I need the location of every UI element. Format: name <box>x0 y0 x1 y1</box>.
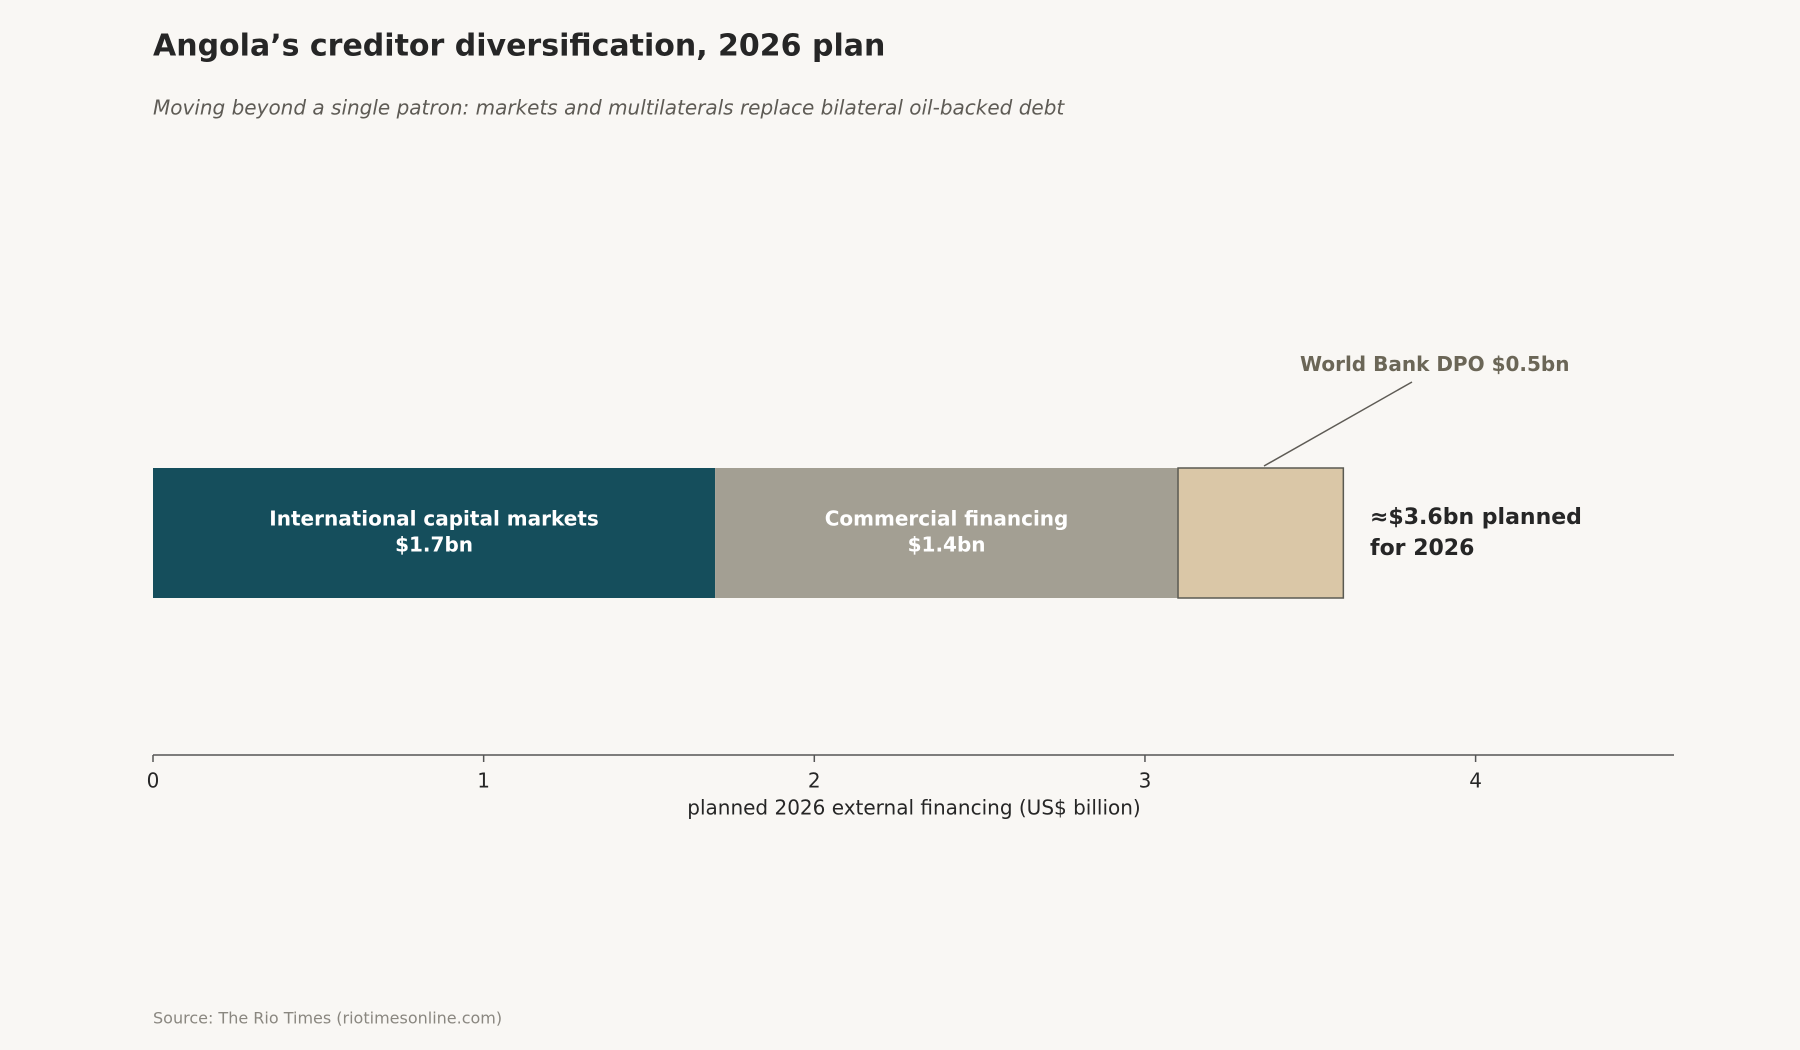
segment-name: World Bank DPO <box>1300 352 1485 376</box>
segment-value-label: $1.4bn <box>908 533 986 557</box>
annotation-leader <box>1263 381 1413 467</box>
x-tick-label: 3 <box>1139 769 1152 793</box>
x-tick-label: 0 <box>147 769 160 793</box>
segment-value-label: $1.7bn <box>395 533 473 557</box>
chart-title: Angola’s creditor diversification, 2026 … <box>153 29 885 64</box>
segment-value-label: $0.5bn <box>1492 352 1570 376</box>
x-tick-label: 4 <box>1469 769 1482 793</box>
segment-annotation: World Bank DPO $0.5bn <box>1300 352 1569 376</box>
x-axis-label: planned 2026 external financing (US$ bil… <box>687 796 1140 820</box>
source: Source: The Rio Times (riotimesonline.co… <box>153 1009 502 1028</box>
x-tick-label: 1 <box>477 769 490 793</box>
total-annotation: for 2026 <box>1370 536 1474 561</box>
bar-segment <box>715 468 1179 598</box>
bar-segment <box>1177 467 1345 599</box>
chart-subtitle: Moving beyond a single patron: markets a… <box>153 96 1065 120</box>
x-tick-label: 2 <box>808 769 821 793</box>
segment-name: International capital markets <box>269 507 599 531</box>
total-annotation: ≈$3.6bn planned <box>1370 505 1582 530</box>
bar-segment <box>153 468 716 598</box>
segment-name: Commercial financing <box>825 507 1069 531</box>
spacer <box>1485 352 1492 376</box>
